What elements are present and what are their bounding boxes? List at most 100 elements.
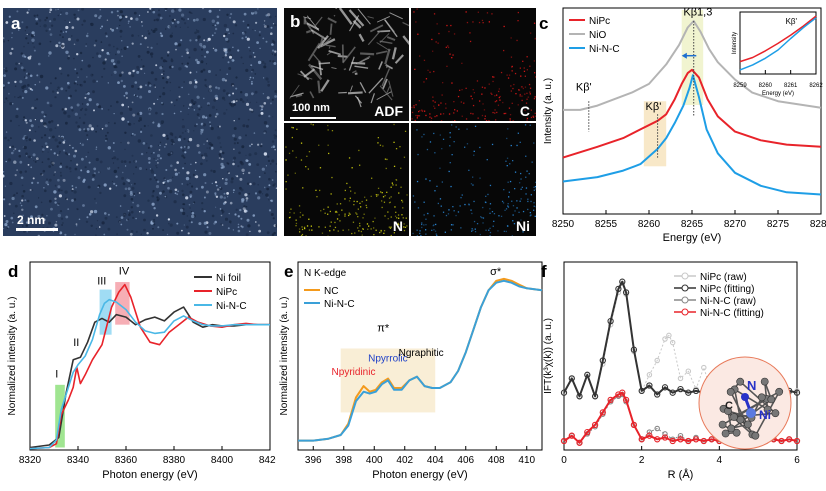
stem-dot bbox=[245, 233, 249, 236]
stem-dot bbox=[127, 120, 130, 123]
stem-dot bbox=[224, 53, 227, 56]
stem-dot bbox=[238, 136, 242, 140]
marker-NiPc (raw) bbox=[701, 364, 707, 371]
panel-label-f: f bbox=[541, 262, 547, 281]
map-dot bbox=[435, 233, 437, 235]
stem-dot bbox=[64, 19, 66, 22]
map-dot bbox=[433, 229, 435, 231]
stem-dot bbox=[166, 134, 169, 138]
stem-dot bbox=[176, 44, 179, 46]
map-dot bbox=[525, 187, 528, 189]
stem-dot bbox=[156, 166, 158, 169]
stem-dot bbox=[155, 111, 158, 115]
stem-dot bbox=[258, 229, 261, 233]
stem-dot bbox=[195, 18, 199, 22]
stem-dot bbox=[130, 17, 133, 20]
stem-dot bbox=[87, 151, 90, 154]
stem-dot bbox=[230, 180, 234, 184]
stem-dot bbox=[196, 144, 200, 148]
stem-dot bbox=[222, 178, 224, 180]
stem-dot bbox=[77, 76, 79, 78]
stem-dot bbox=[34, 205, 38, 209]
stem-dot bbox=[53, 190, 57, 194]
map-dot bbox=[401, 201, 404, 203]
stem-dot bbox=[86, 134, 89, 137]
map-dot bbox=[450, 185, 452, 188]
stem-dot bbox=[180, 39, 183, 42]
atom-c bbox=[743, 420, 752, 429]
stem-dot bbox=[32, 177, 35, 180]
stem-dot bbox=[180, 110, 182, 113]
stem-dot bbox=[227, 162, 230, 165]
stem-dot bbox=[76, 38, 79, 42]
stem-dot bbox=[96, 220, 99, 222]
stem-dot bbox=[259, 105, 262, 107]
panel-label-e: e bbox=[284, 262, 294, 281]
stem-dot bbox=[151, 29, 153, 31]
stem-dot bbox=[103, 233, 106, 236]
map-dot bbox=[327, 144, 329, 146]
stem-dot bbox=[151, 194, 155, 198]
map-dot bbox=[390, 216, 392, 218]
map-dot bbox=[416, 129, 418, 131]
stem-dot bbox=[155, 18, 157, 21]
map-dot bbox=[395, 179, 397, 181]
map-dot bbox=[517, 104, 519, 106]
map-dot bbox=[503, 189, 505, 191]
adf-flake bbox=[375, 50, 388, 55]
stem-dot bbox=[50, 120, 54, 123]
stem-dot bbox=[63, 139, 66, 142]
map-dot bbox=[300, 142, 303, 144]
marker-Ni-N-C (fitting) bbox=[591, 421, 599, 429]
stem-dot bbox=[84, 129, 88, 132]
stem-dot bbox=[221, 151, 225, 155]
stem-dot bbox=[121, 14, 125, 18]
stem-dot bbox=[207, 37, 211, 41]
map-dot bbox=[487, 193, 489, 196]
map-dot bbox=[514, 171, 517, 173]
map-dot bbox=[413, 105, 415, 107]
stem-dot bbox=[9, 119, 13, 123]
stem-dot bbox=[200, 130, 204, 134]
atom-c bbox=[751, 431, 760, 440]
map-dot bbox=[307, 168, 309, 170]
map-dot bbox=[530, 32, 532, 34]
stem-dot bbox=[252, 52, 255, 54]
stem-dot bbox=[88, 98, 92, 102]
map-dot bbox=[319, 189, 321, 192]
stem-dot bbox=[258, 176, 261, 178]
map-dot bbox=[421, 109, 423, 111]
stem-dot bbox=[48, 28, 51, 31]
stem-dot bbox=[208, 89, 212, 93]
map-dot bbox=[507, 181, 509, 183]
stem-dot bbox=[60, 11, 62, 13]
panel-label-b: b bbox=[290, 12, 301, 31]
stem-dot bbox=[178, 172, 180, 174]
map-dot bbox=[482, 22, 484, 24]
map-dot bbox=[295, 156, 297, 159]
map-dot bbox=[534, 186, 536, 188]
stem-dot bbox=[190, 211, 193, 213]
map-dot bbox=[485, 120, 488, 121]
stem-dot bbox=[42, 148, 45, 151]
legend-label: Ni-N-C (raw) bbox=[700, 296, 756, 307]
stem-dot bbox=[229, 55, 232, 59]
stem-dot bbox=[145, 84, 147, 87]
map-dot bbox=[456, 110, 458, 112]
x-tick-label: 396 bbox=[305, 455, 322, 466]
map-dot bbox=[505, 112, 507, 115]
stem-dot bbox=[123, 46, 127, 51]
map-dot bbox=[517, 132, 519, 134]
stem-dot bbox=[25, 221, 29, 224]
map-dot bbox=[298, 205, 301, 207]
map-dot bbox=[411, 118, 413, 120]
stem-dot bbox=[252, 29, 254, 31]
map-dot bbox=[535, 181, 536, 183]
stem-dot bbox=[205, 190, 209, 194]
stem-dot bbox=[76, 225, 78, 227]
stem-dot bbox=[8, 15, 11, 18]
stem-dot bbox=[42, 169, 46, 173]
stem-dot bbox=[3, 227, 5, 230]
stem-dot bbox=[214, 192, 217, 195]
map-dot bbox=[479, 146, 481, 149]
